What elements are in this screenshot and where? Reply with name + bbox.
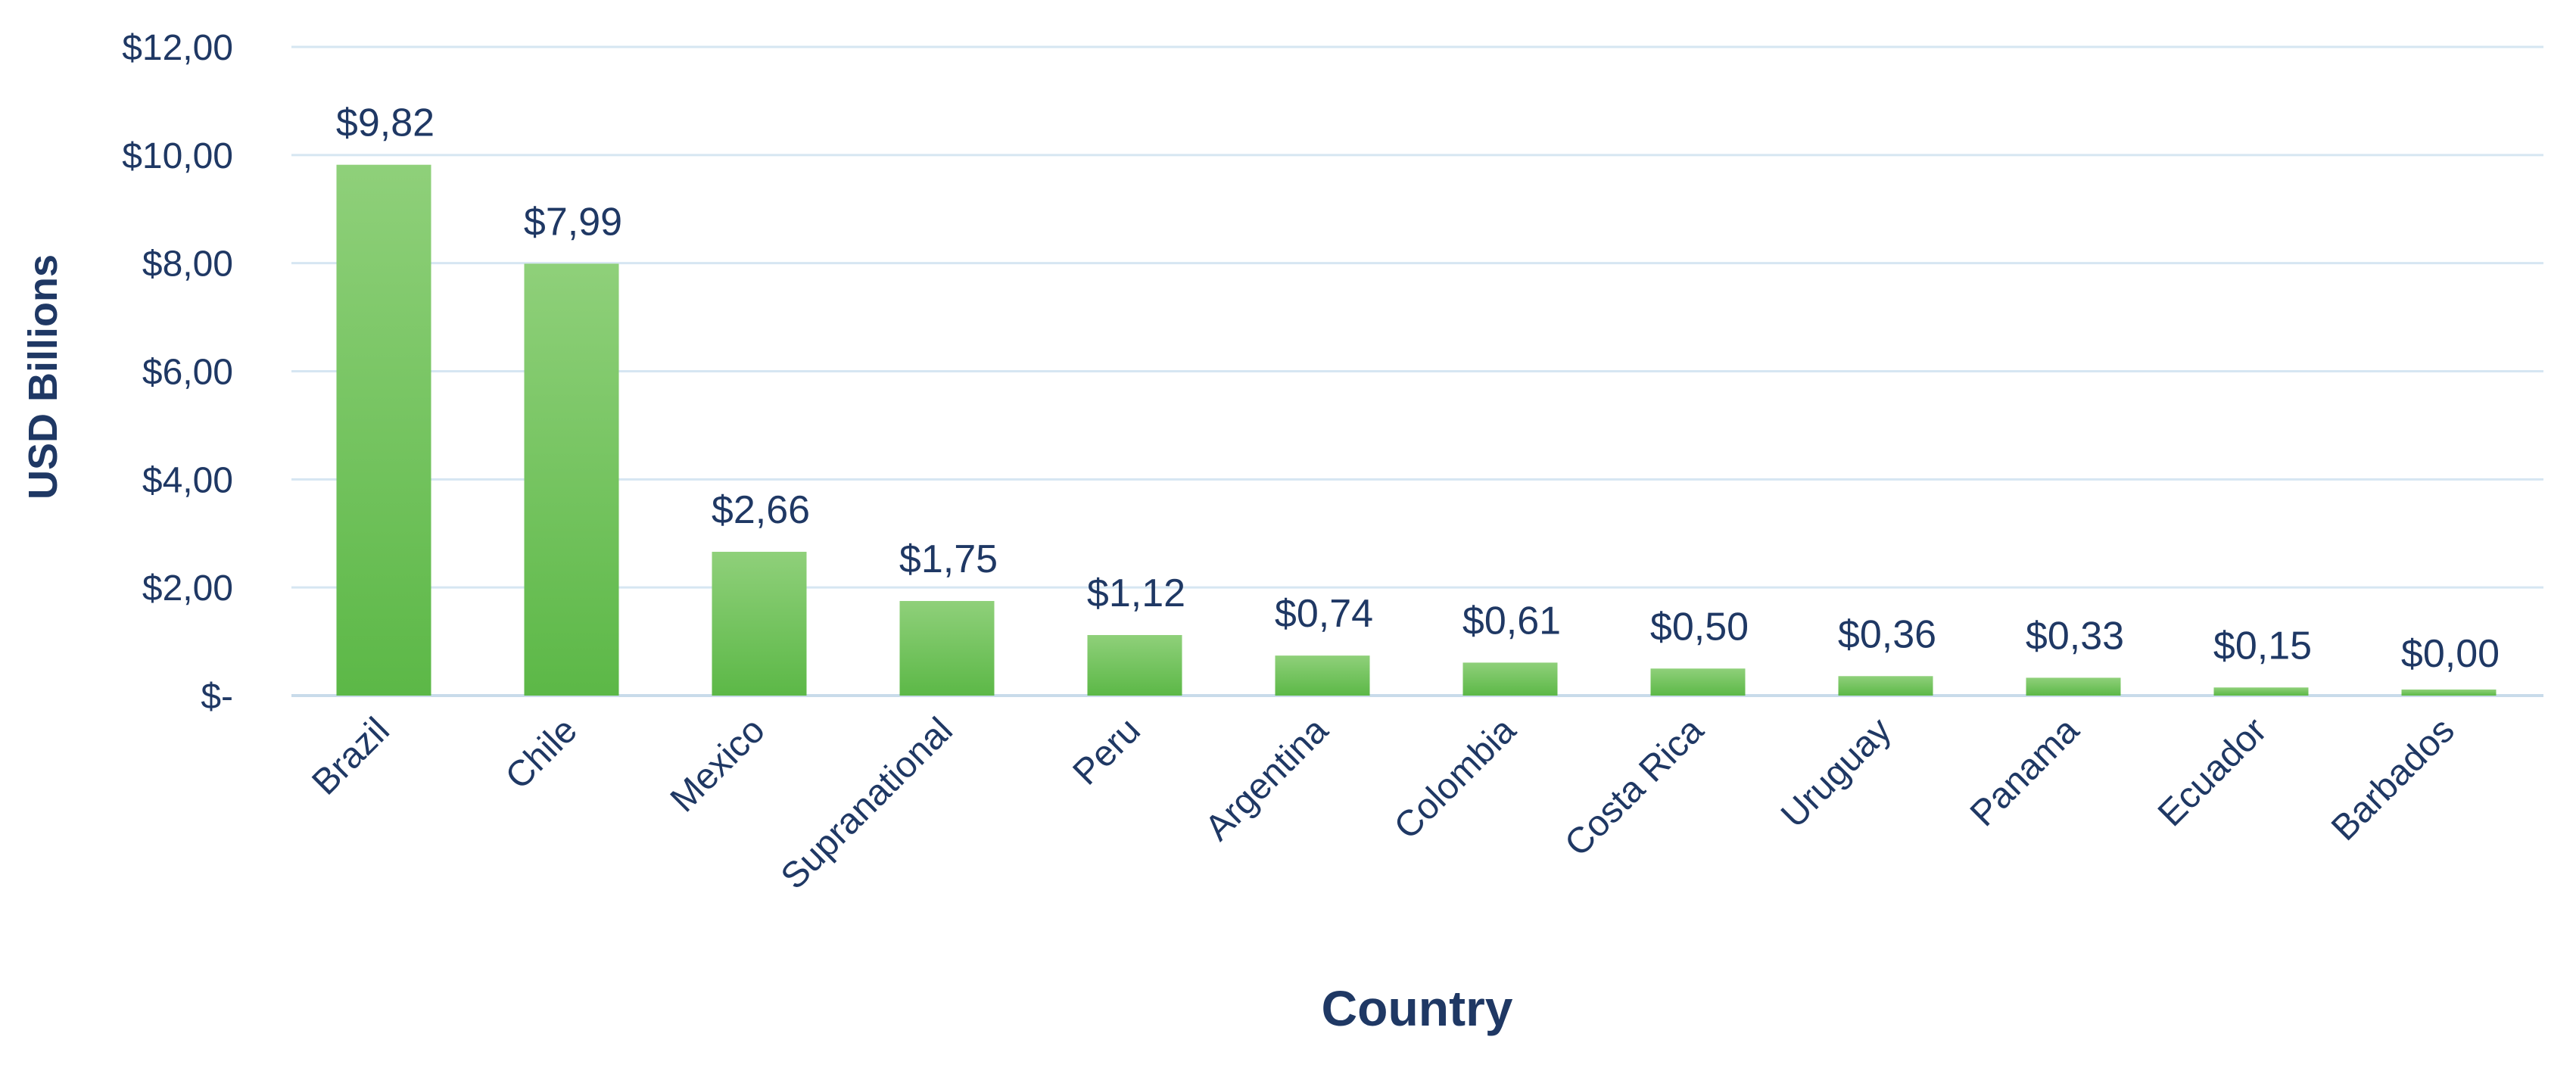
bar-brazil: [336, 164, 431, 696]
x-tick-label: Uruguay: [1774, 710, 1899, 836]
data-label: $0,33: [2026, 614, 2124, 658]
bar-colombia: [1462, 662, 1558, 696]
data-label: $0,36: [1838, 612, 1936, 656]
bar-panama: [2026, 677, 2121, 696]
x-tick-label: Chile: [498, 710, 585, 797]
x-tick-label: Costa Rica: [1557, 710, 1712, 864]
data-label: $0,00: [2401, 632, 2500, 676]
bar-uruguay: [1838, 676, 1933, 696]
x-tick-label: Ecuador: [2151, 710, 2275, 834]
bar-argentina: [1275, 655, 1370, 696]
y-tick-label: $8,00: [142, 244, 233, 285]
data-label: $7,99: [524, 200, 622, 244]
x-tick-label: Brazil: [304, 710, 397, 802]
bar-ecuador: [2213, 687, 2309, 696]
y-tick-label: $12,00: [122, 28, 233, 68]
x-tick-label: Panama: [1963, 710, 2087, 834]
data-label: $2,66: [712, 488, 810, 532]
y-tick-label: $10,00: [122, 136, 233, 176]
y-tick-label: $6,00: [142, 353, 233, 393]
data-label: $0,61: [1462, 599, 1561, 643]
y-tick-label: $2,00: [142, 568, 233, 609]
x-tick-label: Supranational: [774, 710, 961, 897]
data-label: $1,12: [1087, 571, 1185, 615]
x-axis-title: Country: [1322, 980, 1513, 1036]
data-label: $9,82: [336, 101, 435, 145]
bar-chile: [524, 263, 619, 696]
y-axis-ticks: $- $2,00 $4,00 $6,00 $8,00 $10,00 $12,00: [122, 28, 233, 717]
data-label: $0,50: [1650, 605, 1749, 649]
x-tick-label: Argentina: [1198, 710, 1336, 848]
data-labels: $9,82 $7,99 $2,66 $1,75 $1,12 $0,74 $0,61 $0,50…: [336, 101, 2500, 676]
x-tick-label: Peru: [1066, 710, 1148, 792]
bar-supranational: [899, 601, 995, 696]
bar-mexico: [712, 552, 807, 696]
y-tick-label: $-: [201, 677, 233, 717]
data-label: $0,15: [2213, 624, 2312, 668]
bars: [336, 164, 2497, 696]
x-tick-label: Colombia: [1387, 710, 1524, 847]
x-tick-label: Barbados: [2324, 710, 2462, 848]
data-label: $1,75: [899, 537, 998, 581]
y-tick-label: $4,00: [142, 460, 233, 500]
gridlines: [291, 45, 2543, 697]
y-axis-title: USD Billions: [20, 254, 66, 500]
bar-peru: [1087, 635, 1182, 696]
x-tick-label: Mexico: [663, 710, 773, 820]
bar-costa-rica: [1650, 668, 1746, 696]
x-axis-ticks: Brazil Chile Mexico Supranational Peru Argent…: [304, 710, 2462, 897]
data-label: $0,74: [1275, 592, 1373, 636]
bar-barbados: [2401, 690, 2497, 696]
